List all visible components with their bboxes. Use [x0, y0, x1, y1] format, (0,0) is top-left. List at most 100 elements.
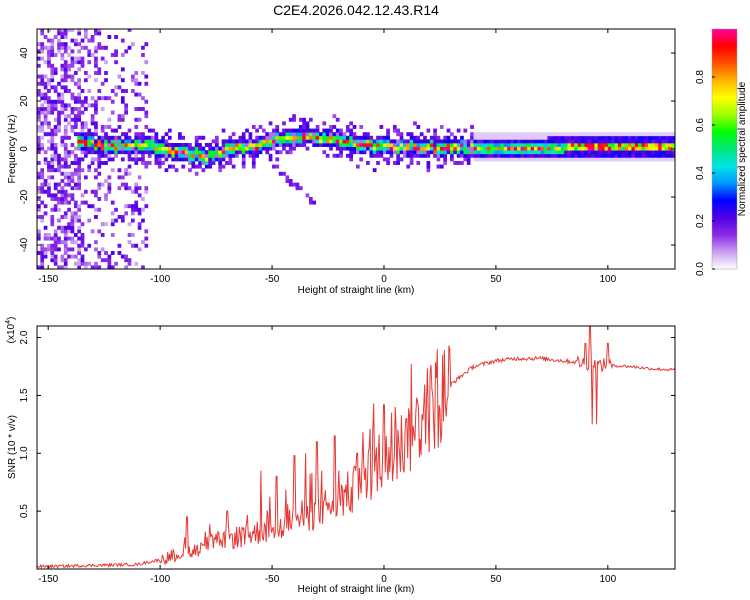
heat-cell: [288, 146, 293, 151]
heat-cell: [221, 150, 226, 155]
heat-cell: [366, 135, 370, 140]
heat-cell: [621, 132, 625, 137]
heat-cell: [661, 153, 666, 158]
heat-cell: [164, 139, 169, 144]
heat-cell: [43, 99, 48, 104]
heat-cell: [450, 139, 454, 144]
heat-cell: [50, 218, 55, 223]
heat-cell: [218, 157, 223, 162]
heat-cell: [57, 164, 61, 169]
heat-cell: [278, 143, 283, 147]
heat-cell: [231, 146, 236, 151]
heat-cell: [476, 143, 481, 147]
heat-cell: [540, 139, 545, 144]
heat-cell: [325, 153, 330, 158]
heat-cell: [386, 128, 390, 133]
heat-cell: [70, 107, 75, 111]
heat-cell: [507, 139, 511, 144]
heat-cell: [476, 139, 481, 144]
heat-cell: [40, 265, 45, 269]
heat-cell: [426, 139, 431, 144]
heat-cell: [120, 117, 125, 122]
heat-cell: [339, 150, 343, 155]
heat-cell: [591, 143, 595, 147]
heat-cell: [77, 207, 81, 212]
heat-cell: [63, 261, 68, 266]
heat-cell: [43, 233, 48, 237]
heat-cell: [104, 71, 108, 75]
heat-cell: [507, 153, 511, 158]
heat-cell: [235, 150, 239, 155]
heat-cell: [641, 157, 646, 162]
heat-cell: [40, 171, 45, 176]
heat-cell: [614, 143, 619, 147]
heat-cell: [60, 85, 65, 90]
heat-cell: [460, 135, 464, 140]
heat-cell: [127, 45, 132, 50]
heat-cell: [305, 132, 310, 137]
heat-cell: [151, 135, 155, 140]
heat-cell: [131, 207, 135, 212]
heat-cell: [372, 168, 377, 173]
heat-cell: [47, 168, 51, 173]
heat-cell: [84, 29, 88, 32]
heat-cell: [194, 143, 199, 147]
heat-cell: [369, 150, 374, 155]
heat-cell: [151, 128, 155, 133]
heat-cell: [87, 139, 92, 144]
heat-cell: [77, 229, 81, 234]
heat-cell: [396, 153, 400, 158]
heat-cell: [87, 53, 92, 57]
heat-cell: [376, 153, 380, 158]
heat-cell: [57, 161, 61, 165]
heat-cell: [144, 161, 149, 165]
heat-cell: [587, 157, 592, 162]
heat-cell: [570, 143, 575, 147]
heat-cell: [604, 157, 609, 162]
heat-cell: [235, 146, 239, 151]
heat-cell: [67, 150, 71, 155]
heat-cell: [335, 128, 340, 133]
heat-cell: [466, 157, 471, 162]
heat-cell: [379, 153, 384, 158]
heat-cell: [278, 139, 283, 144]
heat-cell: [329, 143, 333, 147]
heat-cell: [97, 207, 102, 212]
heat-cell: [231, 139, 236, 144]
heat-cell: [601, 153, 605, 158]
heat-cell: [137, 157, 142, 162]
heat-cell: [124, 132, 129, 137]
heat-cell: [292, 132, 296, 137]
heat-cell: [97, 89, 102, 93]
heat-cell: [84, 143, 88, 147]
heat-cell: [530, 132, 535, 137]
heat-cell: [554, 146, 558, 151]
heat-cell: [157, 161, 162, 165]
heat-cell: [84, 125, 88, 129]
heat-cell: [47, 45, 51, 50]
heat-cell: [40, 31, 45, 36]
heat-cell: [107, 143, 112, 147]
heat-cell: [476, 135, 481, 140]
heat-cell: [57, 207, 61, 212]
heat-cell: [671, 157, 675, 162]
heat-cell: [352, 150, 357, 155]
heat-cell: [84, 261, 88, 266]
heat-cell: [584, 157, 589, 162]
heat-cell: [389, 143, 394, 147]
heat-cell: [429, 150, 434, 155]
spectrogram-x-tick-label: -50: [265, 274, 280, 285]
heat-cell: [544, 153, 548, 158]
heat-cell: [312, 128, 317, 133]
heat-cell: [560, 143, 565, 147]
heat-cell: [537, 153, 542, 158]
heat-cell: [580, 143, 585, 147]
heat-cell: [356, 135, 360, 140]
heat-cell: [261, 146, 266, 151]
heat-cell: [594, 135, 599, 140]
heat-cell: [295, 135, 300, 140]
heat-cell: [63, 114, 68, 119]
heat-cell: [147, 139, 152, 144]
heat-cell: [60, 254, 65, 259]
heat-cell: [520, 157, 525, 162]
